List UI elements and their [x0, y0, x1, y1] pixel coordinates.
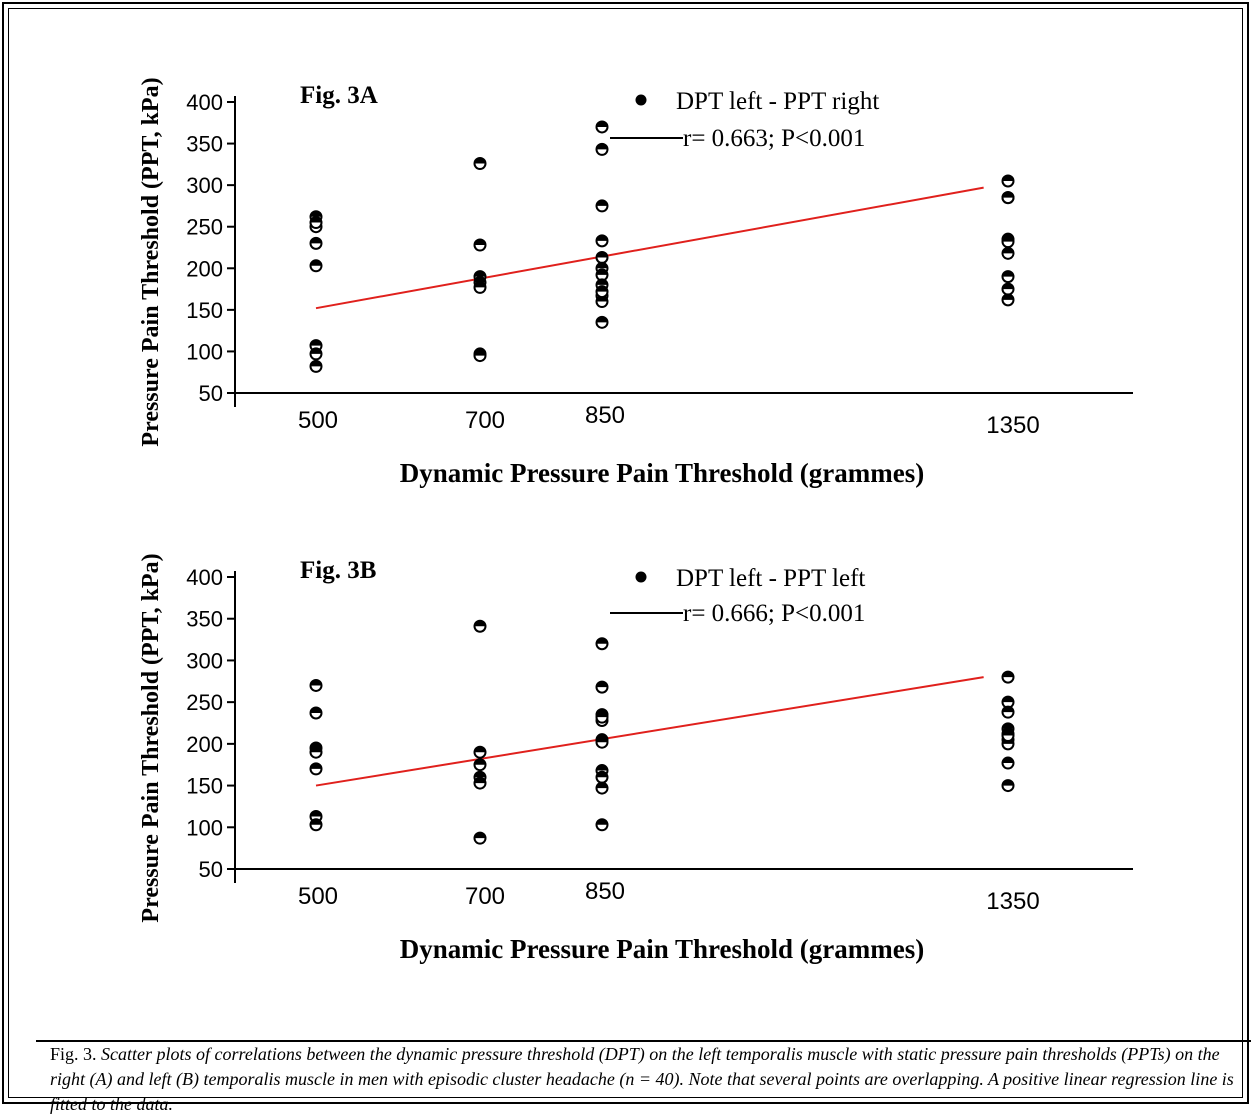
panel-b-legend-marker-label: DPT left - PPT left — [676, 565, 865, 592]
panel-a-data-point — [1001, 174, 1015, 188]
panel-b-y-tick-label: 150 — [186, 774, 223, 799]
panel-a-data-point — [595, 250, 609, 264]
panel-b-x-tick-label: 850 — [585, 878, 625, 905]
panel-a-data-point — [595, 234, 609, 248]
panel-a-data-point — [309, 216, 323, 230]
panel-a-regression-line — [315, 186, 984, 310]
panel-a-y-tick-label: 300 — [186, 173, 223, 198]
panel-b-data-point — [473, 831, 487, 845]
panel-a-data-point — [595, 315, 609, 329]
panel-b-y-tick-label: 400 — [186, 565, 223, 590]
panel-a-data-point — [595, 142, 609, 156]
panel-b-y-tick-label: 350 — [186, 607, 223, 632]
panel-b-x-tick-label: 700 — [465, 883, 505, 910]
panel-b-y-tick-label: 250 — [186, 690, 223, 715]
panel-b-data-point — [595, 710, 609, 724]
panel-b-data-point — [595, 818, 609, 832]
panel-a-data-point — [1001, 191, 1015, 205]
panel-a-figure-label: Fig. 3A — [300, 82, 378, 109]
panel-b-x-tick-label: 500 — [298, 883, 338, 910]
charts-canvas: 50 100 150 200 250 300 350 400 500 700 850 1350 Dyna… — [138, 77, 1133, 964]
panel-a-data-point — [309, 359, 323, 373]
panel-b-legend-line-label: r= 0.666; P<0.001 — [683, 600, 865, 627]
panel-b-x-tick-label: 1350 — [986, 888, 1039, 915]
panel-a-y-tick-label: 200 — [186, 256, 223, 281]
panel-b-data-point — [473, 758, 487, 772]
panel-b-y-axis-label: Pressure Pain Threshold (PPT, kPa) — [138, 553, 164, 922]
panel-a-data-point — [1001, 282, 1015, 296]
caption-divider — [36, 1040, 1251, 1042]
panel-a-data-point — [1001, 270, 1015, 284]
panel-a-y-tick-label: 150 — [186, 298, 223, 323]
panel-b-data-point — [595, 770, 609, 784]
panel-a-data-point — [595, 285, 609, 299]
panel-b-data-point — [309, 762, 323, 776]
panel-b-data-point — [1001, 670, 1015, 684]
panel-b-data-point — [473, 776, 487, 790]
panel-b-y-tick-label: 100 — [186, 815, 223, 840]
panel-a-x-tick-label: 850 — [585, 402, 625, 429]
panel-a-legend-line-label: r= 0.663; P<0.001 — [683, 125, 865, 152]
caption-text: Scatter plots of correlations between th… — [50, 1044, 1234, 1114]
panel-b-data-point — [1001, 705, 1015, 719]
panel-a-x-tick-label: 1350 — [986, 412, 1039, 439]
panel-a-legend-marker — [635, 94, 647, 106]
figure-caption: Fig. 3. Scatter plots of correlations be… — [50, 1042, 1240, 1117]
panel-b-data-point — [595, 735, 609, 749]
panel-a-data-point — [595, 120, 609, 134]
panel-b-data-point — [1001, 756, 1015, 770]
panel-b-data-point — [595, 781, 609, 795]
panel-a-data-point — [1001, 235, 1015, 249]
panel-a-data-point — [473, 157, 487, 171]
panel-a-data-point — [309, 259, 323, 273]
panel-b-data-point — [1001, 779, 1015, 793]
panel-a-y-axis-label: Pressure Pain Threshold (PPT, kPa) — [138, 77, 164, 446]
panel-a-y-tick-label: 100 — [186, 339, 223, 364]
panel-b-data-point — [1001, 695, 1015, 709]
panel-a-x-tick-label: 700 — [465, 407, 505, 434]
panel-b-figure-label: Fig. 3B — [300, 557, 376, 584]
panel-a-y-tick-label: 400 — [186, 90, 223, 115]
panel-b-x-axis-label: Dynamic Pressure Pain Threshold (grammes… — [400, 934, 924, 964]
panel-b-data-point — [309, 745, 323, 759]
panel-b-regression-line — [315, 676, 984, 787]
panel-a-data-point — [1001, 293, 1015, 307]
figure-inner-border — [8, 8, 1243, 1098]
panel-a-data-point — [1001, 246, 1015, 260]
panel-b-data-point — [1001, 729, 1015, 743]
panel-b-data-point — [309, 818, 323, 832]
panel-a-legend-marker-label: DPT left - PPT right — [676, 88, 879, 115]
panel-a-y-tick-label: 50 — [199, 381, 223, 406]
panel-a-data-point — [309, 236, 323, 250]
panel-a-x-axis-label: Dynamic Pressure Pain Threshold (grammes… — [400, 458, 924, 488]
panel-b-data-point — [595, 680, 609, 694]
caption-lead: Fig. 3. — [50, 1044, 97, 1064]
panel-a-data-point — [309, 347, 323, 361]
panel-a-y-tick-label: 350 — [186, 132, 223, 157]
panel-b-data-point — [309, 706, 323, 720]
panel-b-data-point — [595, 637, 609, 651]
panel-b-y-tick-label: 50 — [199, 857, 223, 882]
panel-b-data-point — [473, 619, 487, 633]
panel-a-data-point — [473, 349, 487, 363]
panel-a-data-point — [595, 199, 609, 213]
panel-a-x-tick-label: 500 — [298, 407, 338, 434]
panel-a-data-point — [473, 238, 487, 252]
panel-b-data-point — [309, 678, 323, 692]
panel-b-y-tick-label: 200 — [186, 732, 223, 757]
panel-a-y-tick-label: 250 — [186, 215, 223, 240]
panel-a-data-point — [473, 280, 487, 294]
panel-b-y-tick-label: 300 — [186, 648, 223, 673]
panel-b-data-point — [473, 745, 487, 759]
panel-b-legend-marker — [635, 571, 647, 583]
